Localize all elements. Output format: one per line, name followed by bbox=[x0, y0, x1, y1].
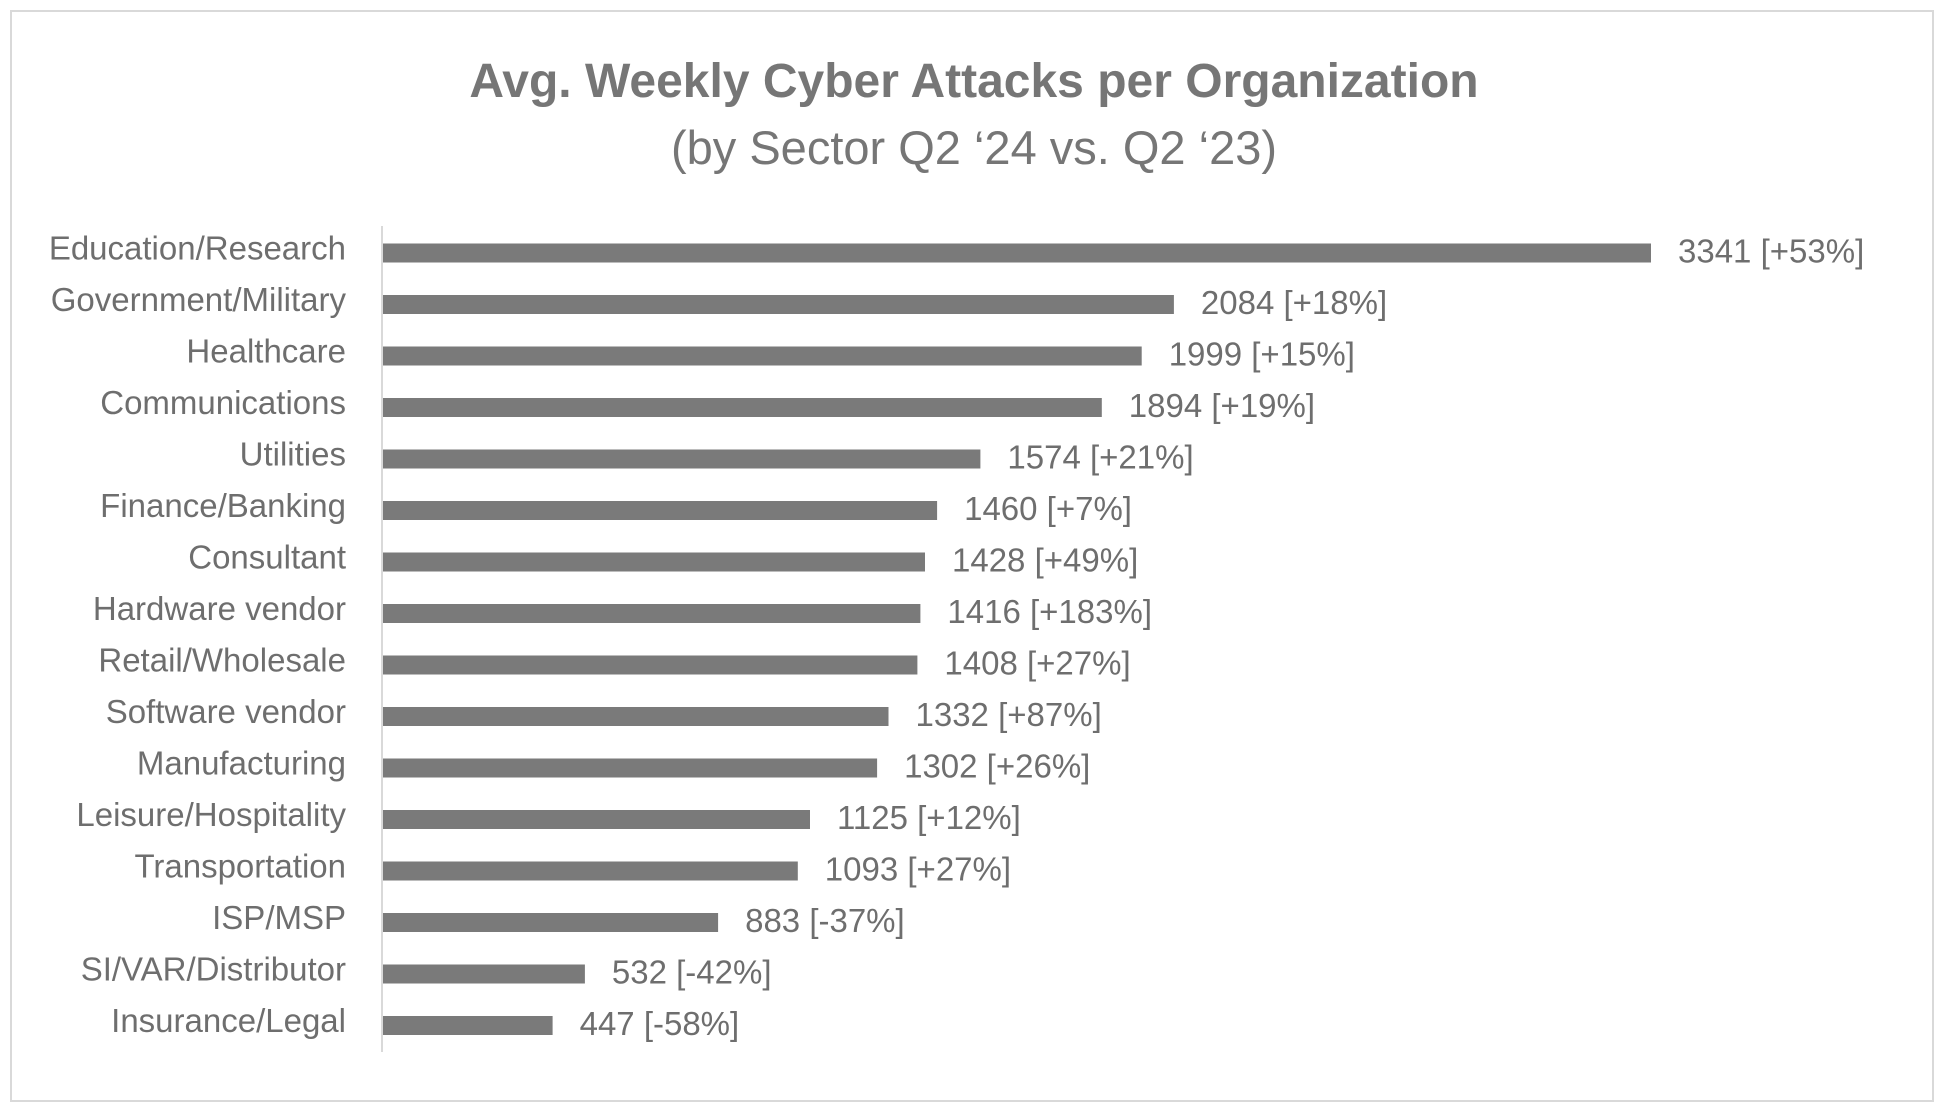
bars-layer bbox=[383, 243, 1651, 1035]
bar bbox=[383, 398, 1102, 417]
data-label: 1408 [+27%] bbox=[944, 645, 1130, 682]
data-label: 2084 [+18%] bbox=[1201, 284, 1387, 321]
category-label: Healthcare bbox=[186, 333, 346, 370]
bar bbox=[383, 913, 719, 932]
category-label: Leisure/Hospitality bbox=[76, 796, 346, 833]
data-label: 1428 [+49%] bbox=[952, 542, 1138, 579]
data-label: 1460 [+7%] bbox=[964, 490, 1132, 527]
category-label: Retail/Wholesale bbox=[98, 642, 346, 679]
category-label: Hardware vendor bbox=[93, 590, 346, 627]
category-label: Education/Research bbox=[49, 230, 346, 267]
data-label: 1332 [+87%] bbox=[916, 696, 1102, 733]
bar bbox=[383, 449, 981, 469]
bar bbox=[383, 604, 921, 623]
bar bbox=[383, 243, 1651, 263]
data-label: 1302 [+26%] bbox=[904, 748, 1090, 785]
bar bbox=[383, 758, 878, 778]
bar bbox=[383, 295, 1174, 314]
data-label: 1574 [+21%] bbox=[1007, 439, 1193, 476]
category-label: Software vendor bbox=[106, 693, 346, 730]
category-labels: Education/Research Government/Military Hea… bbox=[49, 230, 347, 1040]
chart-subtitle: (by Sector Q2 ‘24 vs. Q2 ‘23) bbox=[670, 121, 1278, 174]
bar bbox=[383, 501, 938, 520]
data-label: 1999 [+15%] bbox=[1169, 336, 1355, 373]
data-label: 447 [-58%] bbox=[580, 1005, 740, 1042]
bar bbox=[383, 1016, 553, 1035]
data-label: 1894 [+19%] bbox=[1129, 387, 1315, 424]
bar bbox=[383, 810, 810, 829]
data-label: 883 [-37%] bbox=[745, 902, 905, 939]
category-label: SI/VAR/Distributor bbox=[81, 951, 346, 988]
bar bbox=[383, 655, 918, 675]
bar bbox=[383, 861, 798, 881]
category-label: Manufacturing bbox=[137, 745, 346, 782]
bar bbox=[383, 964, 585, 984]
data-label: 1416 [+183%] bbox=[947, 593, 1152, 630]
data-label: 3341 [+53%] bbox=[1678, 233, 1864, 270]
category-label: Consultant bbox=[188, 539, 346, 576]
chart-frame: Avg. Weekly Cyber Attacks per Organizati… bbox=[10, 10, 1934, 1102]
category-label: Insurance/Legal bbox=[111, 1002, 346, 1039]
category-label: Finance/Banking bbox=[100, 487, 346, 524]
chart-title: Avg. Weekly Cyber Attacks per Organizati… bbox=[469, 55, 1479, 108]
category-label: Transportation bbox=[134, 848, 346, 885]
data-label: 1093 [+27%] bbox=[825, 851, 1011, 888]
value-labels: 3341 [+53%] 2084 [+18%] 1999 [+15%] 1894 [+… bbox=[580, 233, 1865, 1043]
data-label: 532 [-42%] bbox=[612, 954, 772, 991]
bar bbox=[383, 707, 889, 726]
bar bbox=[383, 552, 925, 572]
bar bbox=[383, 346, 1142, 366]
category-label: Government/Military bbox=[51, 281, 347, 318]
category-label: ISP/MSP bbox=[212, 899, 346, 936]
category-label: Communications bbox=[100, 384, 346, 421]
data-label: 1125 [+12%] bbox=[837, 799, 1021, 836]
category-label: Utilities bbox=[240, 436, 346, 473]
